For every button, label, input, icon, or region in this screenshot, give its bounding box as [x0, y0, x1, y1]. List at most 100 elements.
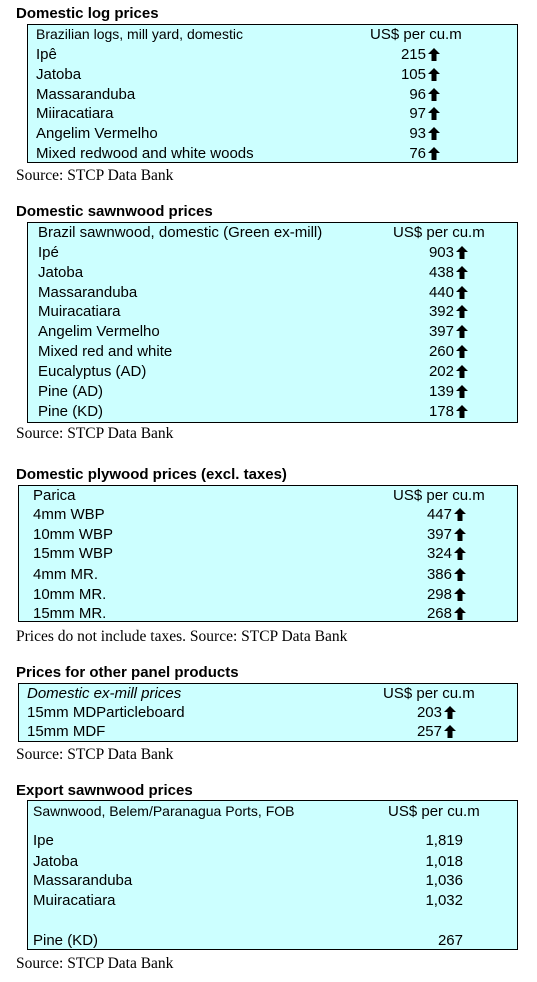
row-name: Mixed redwood and white woods: [36, 144, 254, 162]
row-value: 903: [428, 243, 454, 261]
up-arrow: [456, 285, 468, 299]
row-name: 10mm WBP: [33, 525, 114, 543]
row-value: 267: [437, 931, 463, 949]
row-value: 202: [428, 362, 454, 380]
row-value: 257: [416, 722, 442, 740]
up-arrow: [456, 404, 468, 418]
row-value: 215: [400, 45, 426, 63]
row-value: 1,819: [425, 831, 463, 849]
table: [27, 800, 518, 950]
row-name: 15mm MR.: [33, 604, 107, 622]
source-note: Source: STCP Data Bank: [16, 166, 174, 184]
header-label: Sawnwood, Belem/Paranagua Ports, FOB: [33, 802, 295, 819]
section-title: Domestic sawnwood prices: [16, 202, 213, 220]
header-label: Parica: [33, 486, 76, 504]
source-note: Source: STCP Data Bank: [16, 424, 174, 442]
row-value: 1,018: [425, 852, 463, 870]
row-name: 4mm WBP: [33, 505, 105, 523]
table: [18, 485, 518, 622]
up-arrow: [456, 304, 468, 318]
up-arrow: [456, 265, 468, 279]
table: [27, 222, 518, 423]
row-name: Jatoba: [33, 852, 79, 870]
row-name: Angelim Vermelho: [38, 322, 160, 340]
row-value: 386: [426, 565, 452, 583]
up-arrow: [456, 384, 468, 398]
row-value: 203: [416, 703, 442, 721]
row-value: 397: [428, 322, 454, 340]
up-arrow: [454, 507, 466, 521]
row-value: 1,032: [425, 891, 463, 909]
row-value: 324: [426, 544, 452, 562]
row-value: 397: [426, 525, 452, 543]
row-name: Jatoba: [38, 263, 84, 281]
source-note: Source: STCP Data Bank: [16, 954, 174, 972]
source-note: Prices do not include taxes. Source: STC…: [16, 627, 348, 645]
row-name: Angelim Vermelho: [36, 124, 158, 142]
row-name: 4mm MR.: [33, 565, 98, 583]
row-value: 392: [428, 302, 454, 320]
header-unit: US$ per cu.m: [393, 486, 485, 504]
row-name: 15mm MDF: [27, 722, 106, 740]
row-name: Ipe: [33, 831, 54, 849]
row-name: Massaranduba: [38, 283, 138, 301]
row-name: Ipé: [38, 243, 59, 261]
up-arrow: [454, 567, 466, 581]
up-arrow: [456, 245, 468, 259]
row-value: 438: [428, 263, 454, 281]
up-arrow: [454, 587, 466, 601]
up-arrow: [444, 724, 456, 738]
row-name: Mixed red and white: [38, 342, 173, 360]
row-name: Massaranduba: [36, 85, 136, 103]
row-value: 440: [428, 283, 454, 301]
row-value: 96: [409, 85, 426, 103]
row-name: Ipê: [36, 45, 57, 63]
up-arrow: [454, 546, 466, 560]
row-value: 97: [409, 104, 426, 122]
header-label: Brazil sawnwood, domestic (Green ex-mill…: [38, 223, 323, 241]
up-arrow: [456, 344, 468, 358]
row-name: 15mm MDParticleboard: [27, 703, 185, 721]
row-name: 15mm WBP: [33, 544, 114, 562]
row-name: Massaranduba: [33, 871, 133, 889]
table: [18, 683, 518, 742]
row-value: 447: [426, 505, 452, 523]
source-note: Source: STCP Data Bank: [16, 745, 174, 763]
up-arrow: [444, 705, 456, 719]
up-arrow: [428, 146, 440, 160]
up-arrow: [428, 67, 440, 81]
header-unit: US$ per cu.m: [388, 802, 480, 820]
row-name: Eucalyptus (AD): [38, 362, 147, 380]
up-arrow: [454, 606, 466, 620]
section-title: Domestic log prices: [16, 4, 159, 22]
row-name: Muiracatiara: [33, 891, 116, 909]
row-value: 76: [409, 144, 426, 162]
up-arrow: [428, 87, 440, 101]
section-title: Prices for other panel products: [16, 663, 239, 681]
row-name: Pine (KD): [33, 931, 99, 949]
row-value: 268: [426, 604, 452, 622]
up-arrow: [454, 527, 466, 541]
row-name: Jatoba: [36, 65, 82, 83]
header-label: Brazilian logs, mill yard, domestic: [36, 25, 243, 42]
section-title: Export sawnwood prices: [16, 781, 193, 799]
row-name: Muiracatiara: [38, 302, 121, 320]
header-unit: US$ per cu.m: [383, 684, 475, 702]
row-value: 139: [428, 382, 454, 400]
header-unit: US$ per cu.m: [370, 25, 462, 43]
row-value: 260: [428, 342, 454, 360]
row-name: 10mm MR.: [33, 585, 107, 603]
row-name: Pine (KD): [38, 402, 104, 420]
header-label: Domestic ex-mill prices: [27, 684, 182, 702]
row-value: 93: [409, 124, 426, 142]
up-arrow: [428, 47, 440, 61]
up-arrow: [428, 126, 440, 140]
up-arrow: [428, 106, 440, 120]
section-title: Domestic plywood prices (excl. taxes): [16, 465, 287, 483]
row-name: Pine (AD): [38, 382, 104, 400]
row-value: 105: [400, 65, 426, 83]
row-value: 1,036: [425, 871, 463, 889]
row-value: 298: [426, 585, 452, 603]
up-arrow: [456, 364, 468, 378]
